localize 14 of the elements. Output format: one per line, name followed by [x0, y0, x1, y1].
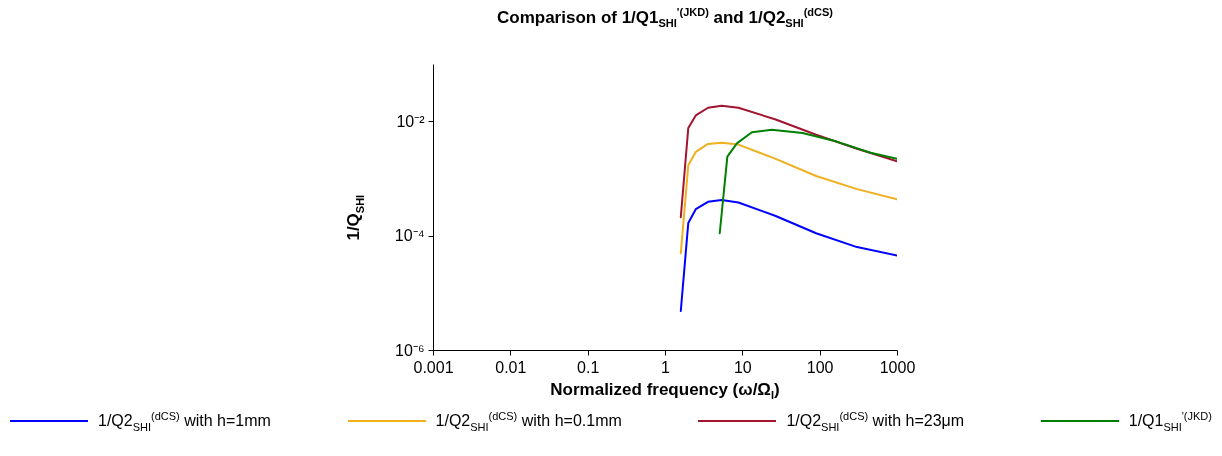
x-tick-label: 0.1 [577, 358, 600, 376]
y-tick-label: 10⁻⁴ [394, 227, 425, 245]
y-tick-label: 10⁻⁶ [395, 341, 425, 359]
x-tick-label: 10 [733, 358, 752, 376]
x-tick-label: 0.001 [413, 358, 454, 376]
legend-label: 1/Q2$_{SHI}$$^{(dCS)}$ with h=1mm [98, 410, 271, 433]
legend-label: 1/Q2$_{SHI}$$^{(dCS)}$ with h=23μm [786, 410, 965, 433]
y-tick-label: 10⁻² [396, 112, 426, 130]
x-tick-label: 1000 [879, 358, 916, 376]
x-tick-label: 1 [661, 358, 671, 376]
x-tick-label: 0.01 [495, 358, 527, 376]
legend-label: 1/Q2$_{SHI}$$^{(dCS)}$ with h=0.1mm [435, 410, 622, 433]
x-tick-label: 100 [806, 358, 834, 376]
x-axis-title: Normalized frequency (ω/Ω$_{I}$) [550, 380, 780, 402]
